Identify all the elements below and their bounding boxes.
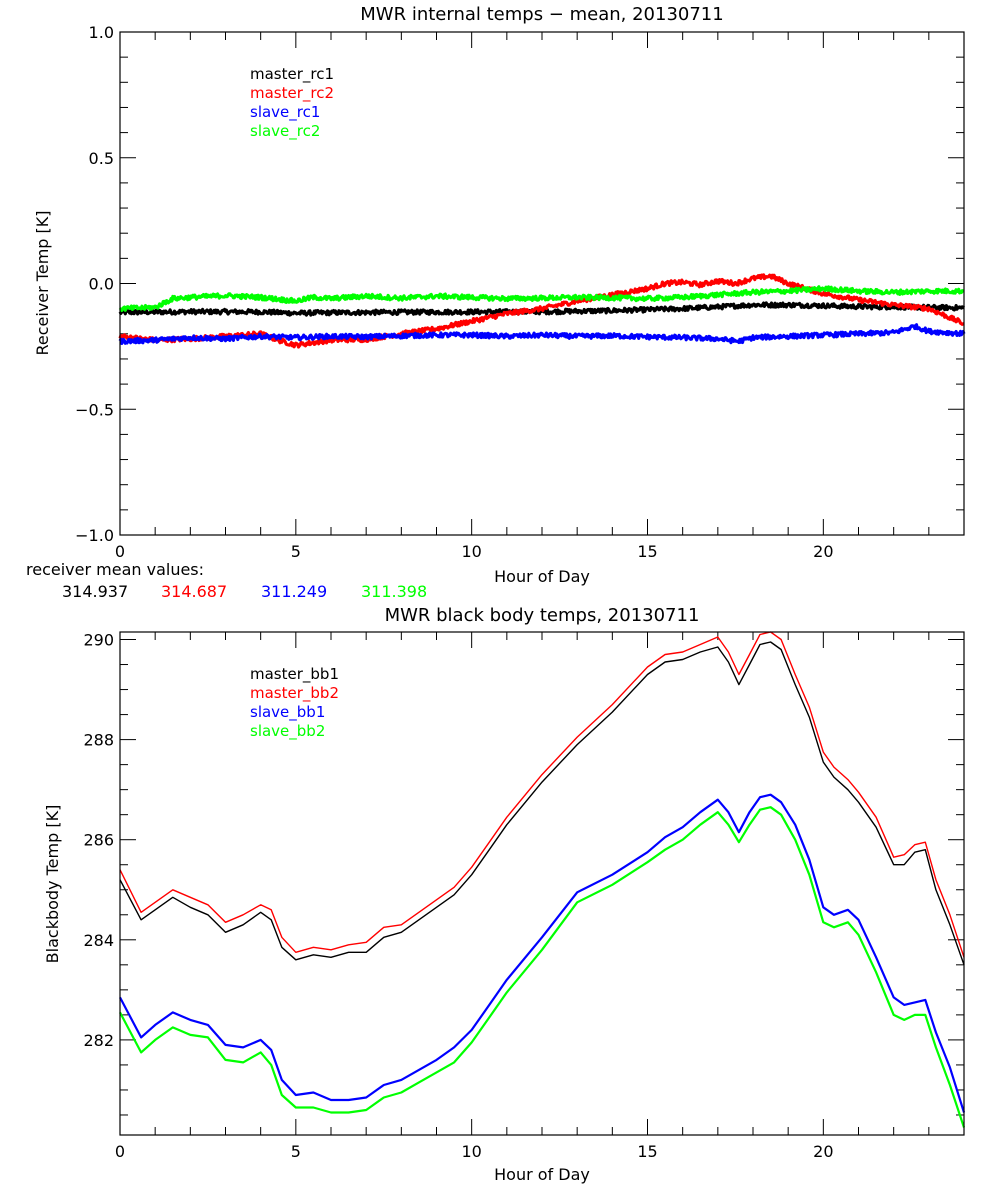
series-line-slave-bb1 <box>119 793 966 1113</box>
x-tick-label: 20 <box>813 542 833 561</box>
x-tick-label: 0 <box>115 1142 125 1161</box>
mean-value-master-rc2: 314.687 <box>161 582 227 601</box>
x-tick-label: 15 <box>637 542 657 561</box>
blackbody-plot-ticks: 0 5 10 15 20 282 284 286 288 290 <box>83 631 965 1161</box>
series-line-master-bb2 <box>119 631 965 958</box>
legend-item-slave-bb1: slave_bb1 <box>250 703 325 722</box>
x-tick-label: 0 <box>115 542 125 561</box>
legend-item-slave-rc2: slave_rc2 <box>250 122 320 141</box>
mean-value-slave-rc2: 311.398 <box>361 582 427 601</box>
receiver-plot-title: MWR internal temps − mean, 20130711 <box>360 4 723 25</box>
y-tick-label: 0.5 <box>89 149 114 168</box>
legend-item-slave-rc1: slave_rc1 <box>250 103 320 122</box>
y-tick-label: 286 <box>83 831 114 850</box>
y-tick-label: 290 <box>83 631 114 650</box>
legend-item-slave-bb2: slave_bb2 <box>250 722 325 741</box>
x-tick-label: 15 <box>637 1142 657 1161</box>
mean-value-slave-rc1: 311.249 <box>261 582 327 601</box>
blackbody-temp-plot: MWR black body temps, 20130711 Blackbody… <box>43 605 966 1184</box>
y-tick-label: 288 <box>83 731 114 750</box>
series-line-slave-rc1 <box>118 323 966 345</box>
x-tick-label: 10 <box>461 1142 481 1161</box>
x-tick-label: 10 <box>461 542 481 561</box>
receiver-mean-values: receiver mean values: 314.937 314.687 31… <box>26 560 427 601</box>
y-tick-label: 284 <box>83 931 114 950</box>
y-tick-label: 1.0 <box>89 23 114 42</box>
receiver-plot-ticks: 0 5 10 15 20 −1.0 −0.5 0.0 0.5 1.0 <box>75 23 965 561</box>
legend-item-master-bb1: master_bb1 <box>250 665 339 684</box>
x-tick-label: 20 <box>813 1142 833 1161</box>
receiver-plot-frame <box>119 31 965 536</box>
receiver-mean-label: receiver mean values: <box>26 560 204 579</box>
mean-value-master-rc1: 314.937 <box>62 582 128 601</box>
legend-item-master-rc1: master_rc1 <box>250 65 334 84</box>
y-tick-label: −1.0 <box>75 526 114 545</box>
receiver-plot-series <box>118 273 966 349</box>
y-tick-label: −0.5 <box>75 400 114 419</box>
x-tick-label: 5 <box>291 542 301 561</box>
legend-item-master-bb2: master_bb2 <box>250 684 339 703</box>
receiver-temp-plot: MWR internal temps − mean, 20130711 Rece… <box>26 4 966 601</box>
blackbody-plot-title: MWR black body temps, 20130711 <box>385 605 700 626</box>
series-line-slave-rc2 <box>118 285 965 312</box>
blackbody-plot-ylabel: Blackbody Temp [K] <box>43 805 62 964</box>
series-line-master-rc2 <box>118 273 965 349</box>
receiver-plot-xlabel: Hour of Day <box>494 567 590 586</box>
series-line-master-bb1 <box>119 641 965 966</box>
series-line-slave-bb2 <box>119 806 966 1128</box>
legend-item-master-rc2: master_rc2 <box>250 84 334 103</box>
blackbody-plot-series <box>119 631 966 1128</box>
x-tick-label: 5 <box>291 1142 301 1161</box>
blackbody-plot-frame <box>119 631 965 1136</box>
receiver-plot-ylabel: Receiver Temp [K] <box>33 210 52 355</box>
y-tick-label: 282 <box>83 1031 114 1050</box>
blackbody-plot-xlabel: Hour of Day <box>494 1165 590 1184</box>
blackbody-legend: master_bb1 master_bb2 slave_bb1 slave_bb… <box>250 665 339 741</box>
y-tick-label: 0.0 <box>89 275 114 294</box>
receiver-legend: master_rc1 master_rc2 slave_rc1 slave_rc… <box>250 65 334 141</box>
